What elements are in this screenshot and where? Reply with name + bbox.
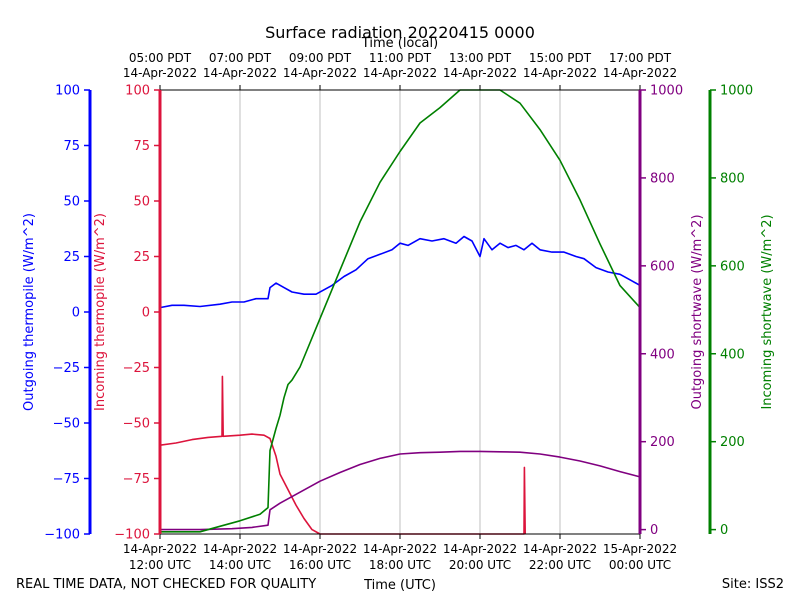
- incoming-shortwave-axis-tick-label: 1000: [720, 84, 753, 99]
- bottom-tick-time: 12:00 UTC: [129, 558, 191, 572]
- bottom-tick-date: 14-Apr-2022: [123, 542, 197, 556]
- incoming-shortwave-axis-tick-label: 600: [720, 259, 745, 274]
- top-tick-date: 14-Apr-2022: [283, 66, 357, 80]
- outgoing-shortwave-line: [160, 450, 641, 531]
- top-tick-date: 14-Apr-2022: [203, 66, 277, 80]
- outgoing-thermopile-axis-tick-label: 25: [63, 250, 80, 265]
- bottom-tick-date: 14-Apr-2022: [283, 542, 357, 556]
- incoming-thermopile-axis-tick-label: −25: [123, 361, 150, 376]
- bottom-tick-date: 14-Apr-2022: [203, 542, 277, 556]
- bottom-tick-time: 14:00 UTC: [209, 558, 271, 572]
- outgoing-shortwave-axis-tick-label: 400: [650, 347, 675, 362]
- outgoing-thermopile-axis-tick-label: 0: [72, 306, 80, 321]
- outgoing-shortwave-axis-label: Outgoing shortwave (W/m^2): [690, 214, 705, 409]
- top-tick-date: 14-Apr-2022: [363, 66, 437, 80]
- top-tick-date: 14-Apr-2022: [123, 66, 197, 80]
- incoming-shortwave-axis-tick-label: 400: [720, 347, 745, 362]
- outgoing-thermopile-axis-tick-label: 75: [63, 139, 80, 154]
- bottom-tick-date: 14-Apr-2022: [363, 542, 437, 556]
- bottom-tick-time: 00:00 UTC: [609, 558, 671, 572]
- top-axis-label: Time (local): [361, 36, 438, 51]
- outgoing-shortwave-axis-tick-label: 600: [650, 259, 675, 274]
- incoming-thermopile-axis-tick-label: 25: [133, 250, 150, 265]
- incoming-shortwave-axis-tick-label: 0: [720, 523, 728, 538]
- outgoing-shortwave-axis-tick-label: 200: [650, 435, 675, 450]
- bottom-tick-time: 16:00 UTC: [289, 558, 351, 572]
- quality-footer: REAL TIME DATA, NOT CHECKED FOR QUALITY: [16, 577, 316, 592]
- outgoing-thermopile-axis-tick-label: 100: [55, 84, 80, 99]
- bottom-axis-label: Time (UTC): [363, 578, 436, 593]
- outgoing-shortwave-axis-tick-label: 1000: [650, 84, 683, 99]
- bottom-tick-date: 14-Apr-2022: [443, 542, 517, 556]
- incoming-thermopile-axis-tick-label: −100: [114, 528, 150, 543]
- incoming-thermopile-axis-tick-label: −75: [123, 472, 150, 487]
- incoming-shortwave-axis-label: Incoming shortwave (W/m^2): [760, 214, 775, 409]
- outgoing-shortwave-axis-tick-label: 0: [650, 523, 658, 538]
- incoming-thermopile-line: [159, 375, 526, 535]
- incoming-thermopile-axis-tick-label: 75: [133, 139, 150, 154]
- top-tick-date: 14-Apr-2022: [523, 66, 597, 80]
- outgoing-thermopile-axis-tick-label: −100: [44, 528, 80, 543]
- incoming-thermopile-axis-tick-label: 50: [133, 195, 150, 210]
- top-tick-time: 09:00 PDT: [289, 51, 352, 65]
- bottom-tick-time: 18:00 UTC: [369, 558, 431, 572]
- outgoing-thermopile-axis-tick-label: −25: [53, 361, 80, 376]
- bottom-tick-time: 22:00 UTC: [529, 558, 591, 572]
- incoming-thermopile-axis-tick-label: −50: [123, 417, 150, 432]
- top-tick-time: 13:00 PDT: [449, 51, 512, 65]
- top-tick-time: 05:00 PDT: [129, 51, 192, 65]
- top-tick-time: 11:00 PDT: [369, 51, 432, 65]
- incoming-thermopile-axis-tick-label: 100: [125, 84, 150, 99]
- bottom-tick-date: 14-Apr-2022: [523, 542, 597, 556]
- chart-title: Surface radiation 20220415 0000: [265, 23, 535, 42]
- bottom-tick-date: 15-Apr-2022: [603, 542, 677, 556]
- outgoing-thermopile-axis-tick-label: −75: [53, 472, 80, 487]
- incoming-thermopile-axis-tick-label: 0: [142, 306, 150, 321]
- bottom-tick-time: 20:00 UTC: [449, 558, 511, 572]
- site-label: Site: ISS2: [722, 577, 784, 592]
- top-tick-time: 17:00 PDT: [609, 51, 672, 65]
- incoming-shortwave-axis-tick-label: 200: [720, 435, 745, 450]
- incoming-shortwave-axis-tick-label: 800: [720, 171, 745, 186]
- outgoing-thermopile-line: [159, 235, 641, 309]
- top-tick-time: 07:00 PDT: [209, 51, 272, 65]
- top-tick-date: 14-Apr-2022: [603, 66, 677, 80]
- outgoing-thermopile-axis-tick-label: −50: [53, 417, 80, 432]
- incoming-shortwave-line: [160, 89, 641, 533]
- top-tick-date: 14-Apr-2022: [443, 66, 517, 80]
- outgoing-shortwave-axis-tick-label: 800: [650, 171, 675, 186]
- gridlines: [239, 90, 561, 534]
- axes: 14-Apr-2022 12:00 UTC 14-Apr-2022 14:00 UTC…: [44, 51, 753, 572]
- top-tick-time: 15:00 PDT: [529, 51, 592, 65]
- incoming-thermopile-axis-label: Incoming thermopile (W/m^2): [93, 213, 108, 411]
- outgoing-thermopile-axis-tick-label: 50: [63, 195, 80, 210]
- outgoing-thermopile-axis-label: Outgoing thermopile (W/m^2): [22, 213, 37, 411]
